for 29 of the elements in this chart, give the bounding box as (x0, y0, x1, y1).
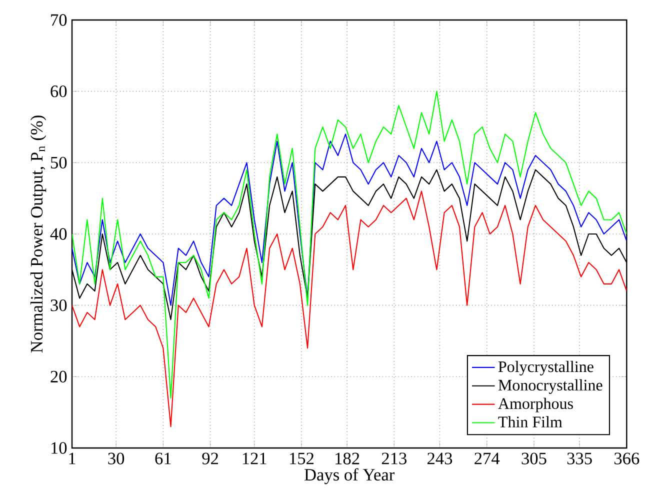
x-tick-label: 121 (242, 452, 266, 464)
x-tick-label: 182 (336, 452, 360, 464)
y-tick-label: 40 (50, 228, 67, 240)
y-tick-label: 10 (51, 442, 67, 454)
y-tick-label: 20 (50, 370, 67, 382)
x-tick-label: 152 (290, 452, 314, 464)
legend-label: Monocrystalline (498, 379, 602, 394)
x-tick-label: 30 (108, 452, 124, 464)
x-tick-label: 366 (614, 452, 640, 464)
line-series (72, 134, 627, 306)
x-tick-label: 274 (474, 452, 500, 464)
x-tick-label: 1 (69, 452, 76, 464)
y-tick-label: 60 (50, 85, 67, 98)
x-tick-label: 243 (428, 452, 452, 464)
line-series (72, 190, 627, 428)
y-axis-title: Normalized Power Output, P$_{n}$ (%) (30, 116, 46, 353)
x-tick-label: 335 (567, 452, 592, 464)
x-axis-title: Days of Year (304, 468, 395, 484)
legend-label: Polycrystalline (498, 360, 594, 376)
y-tick-label: 30 (50, 299, 67, 312)
y-tick-label: 70 (51, 14, 67, 26)
x-tick-label: 213 (382, 452, 406, 464)
x-tick-label: 92 (202, 452, 218, 464)
x-tick-label: 61 (155, 452, 171, 464)
legend-label: Thin Film (498, 416, 562, 428)
legend-label: Amorphous (498, 398, 573, 412)
y-tick-label: 50 (50, 156, 67, 169)
line-series (72, 90, 627, 399)
x-tick-label: 305 (522, 452, 546, 464)
